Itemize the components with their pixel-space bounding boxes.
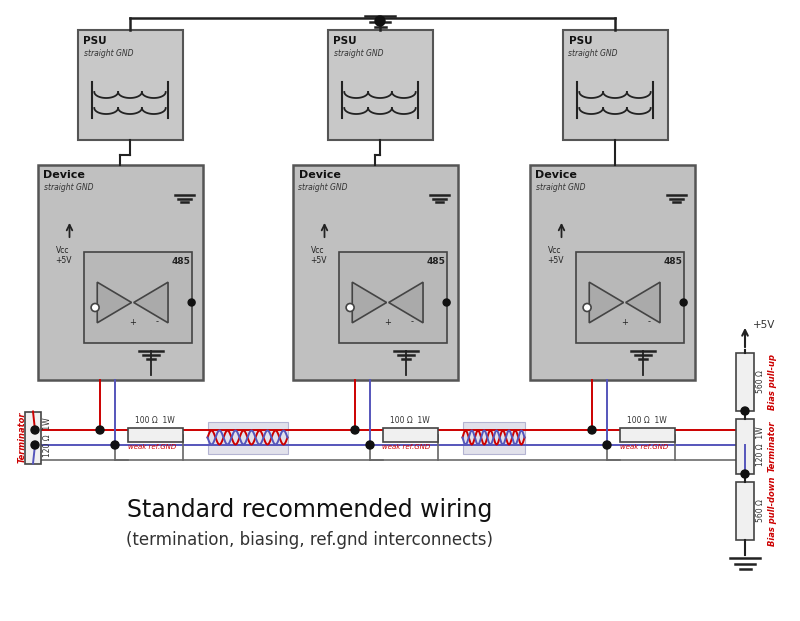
Circle shape bbox=[96, 426, 104, 434]
Text: 100 Ω  1W: 100 Ω 1W bbox=[135, 416, 175, 425]
Text: 560 Ω: 560 Ω bbox=[756, 371, 765, 394]
Text: weak ref.GND: weak ref.GND bbox=[619, 444, 668, 450]
Text: Terminator: Terminator bbox=[18, 412, 26, 463]
Polygon shape bbox=[352, 282, 386, 323]
Text: 120 Ω  1W: 120 Ω 1W bbox=[756, 427, 765, 466]
Bar bbox=[462, 422, 525, 453]
Circle shape bbox=[346, 304, 354, 312]
Text: straight GND: straight GND bbox=[298, 183, 348, 192]
Text: Vcc: Vcc bbox=[547, 246, 561, 255]
Bar bbox=[78, 30, 182, 140]
Circle shape bbox=[741, 407, 749, 415]
Text: 560 Ω: 560 Ω bbox=[756, 499, 765, 522]
Text: +5V: +5V bbox=[310, 256, 327, 265]
Bar bbox=[619, 428, 674, 442]
Text: Standard recommended wiring: Standard recommended wiring bbox=[127, 498, 493, 522]
Text: straight GND: straight GND bbox=[535, 183, 585, 192]
Bar bbox=[382, 428, 438, 442]
Text: -: - bbox=[156, 317, 159, 327]
Text: Vcc: Vcc bbox=[55, 246, 69, 255]
Text: +5V: +5V bbox=[547, 256, 564, 265]
Circle shape bbox=[31, 441, 39, 449]
Circle shape bbox=[603, 441, 611, 449]
Text: weak ref.GND: weak ref.GND bbox=[127, 444, 176, 450]
Circle shape bbox=[741, 470, 749, 478]
Text: (termination, biasing, ref.gnd interconnects): (termination, biasing, ref.gnd interconn… bbox=[126, 531, 494, 549]
Bar bbox=[736, 419, 754, 474]
Bar bbox=[207, 422, 287, 453]
Text: 485: 485 bbox=[172, 257, 190, 266]
Text: -: - bbox=[411, 317, 414, 327]
Circle shape bbox=[188, 299, 195, 306]
Circle shape bbox=[443, 299, 450, 306]
Circle shape bbox=[366, 441, 374, 449]
Polygon shape bbox=[389, 282, 423, 323]
Circle shape bbox=[31, 426, 39, 434]
Circle shape bbox=[91, 304, 99, 312]
Bar bbox=[38, 165, 202, 380]
Circle shape bbox=[351, 426, 359, 434]
Text: 120 Ω  1W: 120 Ω 1W bbox=[43, 418, 52, 457]
Text: Vcc: Vcc bbox=[310, 246, 324, 255]
Text: straight GND: straight GND bbox=[569, 49, 618, 58]
Bar bbox=[562, 30, 667, 140]
Circle shape bbox=[583, 304, 591, 312]
Text: weak ref.GND: weak ref.GND bbox=[382, 444, 430, 450]
Text: +: + bbox=[129, 317, 136, 327]
Polygon shape bbox=[98, 282, 131, 323]
Text: +5V: +5V bbox=[753, 320, 775, 330]
Polygon shape bbox=[626, 282, 660, 323]
Circle shape bbox=[588, 426, 596, 434]
Text: Device: Device bbox=[535, 170, 578, 180]
Circle shape bbox=[680, 299, 687, 306]
Text: 485: 485 bbox=[426, 257, 446, 266]
Text: 485: 485 bbox=[664, 257, 682, 266]
Text: PSU: PSU bbox=[334, 36, 357, 46]
Text: PSU: PSU bbox=[569, 36, 592, 46]
Text: 100 Ω  1W: 100 Ω 1W bbox=[627, 416, 667, 425]
Circle shape bbox=[375, 16, 385, 26]
Bar bbox=[84, 252, 192, 343]
Bar bbox=[127, 428, 182, 442]
Text: Device: Device bbox=[298, 170, 340, 180]
Bar bbox=[576, 252, 684, 343]
Text: +5V: +5V bbox=[55, 256, 72, 265]
Circle shape bbox=[111, 441, 119, 449]
Text: Bias pull-up: Bias pull-up bbox=[768, 354, 777, 410]
Bar bbox=[736, 482, 754, 540]
Text: 100 Ω  1W: 100 Ω 1W bbox=[390, 416, 430, 425]
Polygon shape bbox=[590, 282, 623, 323]
Text: straight GND: straight GND bbox=[43, 183, 93, 192]
Text: straight GND: straight GND bbox=[83, 49, 133, 58]
Bar bbox=[339, 252, 446, 343]
Text: +: + bbox=[384, 317, 391, 327]
Text: -: - bbox=[648, 317, 651, 327]
Bar bbox=[327, 30, 433, 140]
Text: Bias pull-down: Bias pull-down bbox=[768, 476, 777, 546]
Bar bbox=[736, 353, 754, 411]
Text: Device: Device bbox=[43, 170, 86, 180]
Text: PSU: PSU bbox=[83, 36, 107, 46]
Text: Terminator: Terminator bbox=[768, 421, 777, 472]
Bar bbox=[25, 412, 41, 463]
Text: straight GND: straight GND bbox=[334, 49, 383, 58]
Bar bbox=[293, 165, 458, 380]
Text: +: + bbox=[622, 317, 628, 327]
Bar bbox=[530, 165, 694, 380]
Polygon shape bbox=[134, 282, 168, 323]
